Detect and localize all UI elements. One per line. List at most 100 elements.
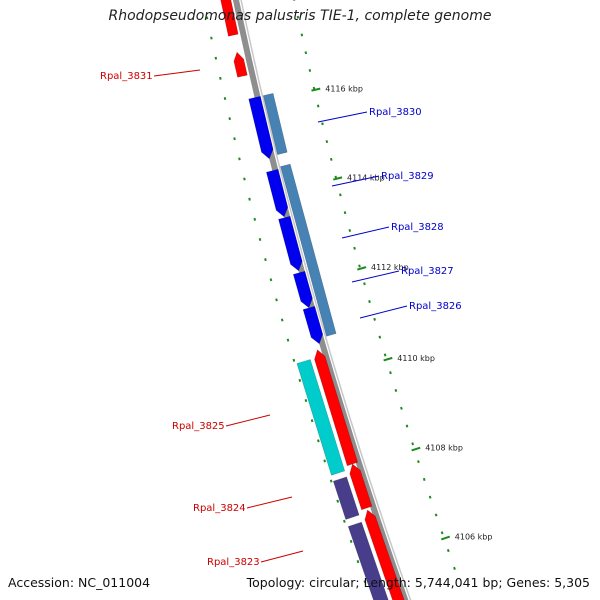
tick-mark (219, 76, 222, 80)
tick-mark (253, 217, 257, 221)
tick-mark (342, 519, 346, 523)
tick-mark (358, 264, 361, 268)
tick-mark (378, 335, 382, 339)
cds-arrow-plus-3823 (364, 509, 405, 600)
tick-mark (304, 399, 308, 403)
kbp-tick-label: 4116 kbp (325, 85, 363, 94)
tick-mark (329, 479, 333, 483)
tick-mark (248, 197, 251, 201)
tick-mark (223, 96, 227, 100)
tick-mark (264, 258, 267, 262)
tick-mark (258, 237, 262, 241)
tick-mark (336, 499, 340, 503)
kbp-tick-label: 4108 kbp (425, 444, 463, 453)
tick-mark (363, 282, 366, 286)
gene-leader-line (341, 226, 390, 239)
tick-mark (296, 15, 300, 19)
gene-leader-line (359, 305, 408, 319)
gene-label-left: Rpal_3831 (100, 71, 153, 82)
inner-tick-ring (205, 16, 367, 584)
gene-label-left: Rpal_3823 (207, 557, 260, 568)
gene-label-right: Rpal_3829 (381, 171, 434, 182)
cyan-track-segment (296, 359, 346, 476)
steelblue-track-segment (280, 163, 337, 337)
tick-mark (383, 353, 387, 357)
cds-arrow-plus-3825 (314, 349, 359, 467)
tick-mark (343, 211, 347, 215)
tick-mark (243, 177, 246, 181)
tick-mark (348, 228, 352, 232)
tick-mark (316, 104, 320, 108)
tick-mark (293, 0, 296, 1)
gene-leader-line (331, 175, 380, 187)
tick-mark (363, 580, 367, 584)
slate-track-segment (332, 476, 360, 520)
tick-mark (417, 460, 420, 464)
tick-mark (394, 388, 398, 393)
kbp-major-tick (311, 87, 321, 92)
tick-mark (453, 566, 456, 570)
kbp-tick-label: 4112 kbp (371, 263, 409, 272)
tick-mark (210, 36, 213, 40)
cds-arrow-minus-0 (248, 95, 274, 160)
tick-mark (356, 560, 360, 564)
slate-track-segment (347, 521, 389, 600)
topology-summary: Topology: circular; Length: 5,744,041 bp… (246, 575, 590, 590)
tick-mark (304, 51, 308, 55)
kbp-tick-label: 4106 kbp (455, 533, 493, 542)
cds-arrow-minus-2 (278, 215, 303, 272)
tick-mark (325, 140, 329, 144)
tick-mark (214, 56, 218, 60)
cds-arrow-minus-4 (302, 305, 324, 345)
cds-arrow-minus-1 (266, 168, 289, 218)
kbp-tick-label: 4114 kbp (347, 173, 385, 182)
tick-mark (323, 459, 327, 463)
gene-label-right: Rpal_3827 (401, 266, 454, 277)
gene-label-right: Rpal_3828 (391, 222, 444, 233)
kbp-major-tick (357, 266, 367, 271)
tick-mark (422, 477, 426, 481)
cds-arrow-minus-3 (292, 270, 313, 309)
tick-mark (269, 278, 273, 282)
gene-label-left: Rpal_3825 (172, 421, 225, 432)
tick-mark (238, 157, 241, 161)
gene-label-right: Rpal_3830 (369, 107, 422, 118)
tick-mark (321, 122, 324, 126)
tick-mark (316, 439, 320, 443)
kbp-major-tick (440, 535, 451, 541)
gene-leader-line (317, 111, 368, 123)
tick-mark (329, 157, 333, 161)
tick-mark (411, 442, 415, 446)
tick-mark (440, 531, 444, 535)
cds-block-top (220, 0, 239, 37)
tick-mark (446, 549, 450, 553)
tick-mark (205, 16, 209, 20)
tick-mark (298, 378, 302, 382)
gene-label-right: Rpal_3826 (409, 301, 462, 312)
tick-mark (400, 406, 403, 410)
gene-leader-line (260, 550, 304, 563)
kbp-major-tick (333, 176, 343, 181)
tick-mark (428, 495, 432, 499)
cds-arrow-plus-3824 (349, 463, 373, 511)
tick-mark (368, 300, 371, 304)
tick-mark (339, 193, 342, 197)
tick-mark (434, 513, 438, 517)
tick-mark (233, 137, 236, 141)
gene-leader-line (246, 496, 293, 509)
accession-label: Accession: NC_011004 (8, 575, 151, 590)
tick-mark (280, 318, 284, 322)
tick-mark (310, 419, 314, 423)
kbp-tick-label: 4110 kbp (397, 354, 435, 363)
tick-mark (389, 371, 392, 375)
tick-mark (228, 117, 231, 121)
steelblue-track-segment (262, 93, 288, 155)
genome-backbone-edge (240, 0, 412, 600)
tick-mark (300, 33, 304, 37)
cds-arrow-rpal-3831 (233, 51, 248, 78)
gene-leader-line (351, 270, 400, 283)
tick-mark (292, 358, 296, 362)
tick-mark (308, 69, 312, 72)
